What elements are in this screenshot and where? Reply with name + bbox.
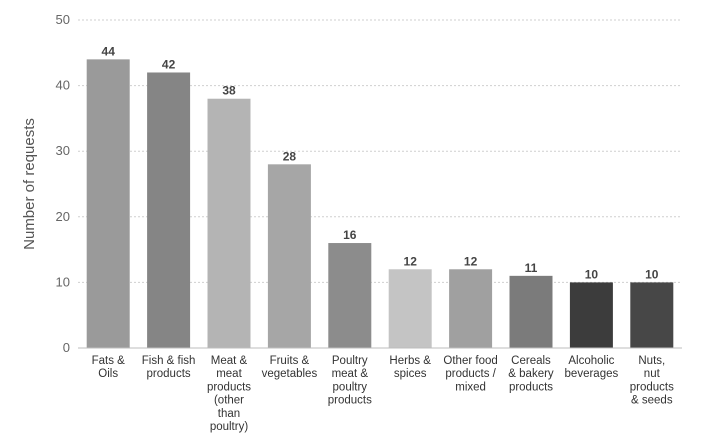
bar-value-label: 44 — [102, 44, 116, 58]
category-labels: Fats & Oils Fish & fish products Meat & meat p… — [92, 355, 675, 433]
bar-value-label: 28 — [283, 149, 297, 163]
category-label: Fats & Oils — [92, 355, 126, 380]
bar — [449, 269, 493, 348]
y-axis-title: Number of requests — [21, 118, 38, 250]
bar-value-label: 11 — [525, 261, 538, 275]
category-label: Cereals & bakery products — [508, 355, 554, 393]
category-label: Nuts, nut products & seeds — [630, 355, 674, 407]
bar — [388, 269, 432, 348]
bar — [207, 98, 251, 348]
y-tick-label: 40 — [56, 78, 70, 93]
bar — [328, 243, 372, 348]
y-tick-label: 50 — [56, 12, 70, 27]
category-label: Other food products / mixed — [443, 355, 497, 393]
y-tick-label: 30 — [56, 143, 70, 158]
bar-value-label: 16 — [343, 228, 357, 242]
category-label: Poultry meat & poultry products — [328, 355, 372, 407]
bar-value-label: 10 — [585, 267, 599, 281]
category-label: Fish & fish products — [142, 355, 196, 380]
category-label: Fruits & vegetables — [262, 355, 318, 380]
bar — [147, 72, 191, 348]
bar — [267, 164, 311, 348]
bar-value-label: 42 — [162, 57, 176, 71]
bar-value-label: 10 — [645, 267, 659, 281]
bar — [569, 282, 613, 348]
y-tick-label: 20 — [56, 209, 70, 224]
bar-value-label: 38 — [222, 84, 236, 98]
y-tick-label: 10 — [56, 274, 70, 289]
y-axis-ticks: 0 10 20 30 40 50 — [56, 12, 70, 355]
bar — [86, 59, 130, 349]
category-label: Alcoholic beverages — [565, 355, 619, 380]
category-label: Herbs & spices — [389, 355, 431, 380]
y-tick-label: 0 — [63, 340, 70, 355]
bar-value-label: 12 — [464, 254, 478, 268]
bar — [509, 275, 553, 348]
category-label: Meat & meat products (other than poultry) — [207, 355, 251, 433]
bars — [86, 59, 674, 349]
bar-value-labels: 44 42 38 28 16 12 12 11 10 10 — [102, 44, 659, 281]
bar-value-label: 12 — [404, 254, 418, 268]
bar — [630, 282, 674, 348]
